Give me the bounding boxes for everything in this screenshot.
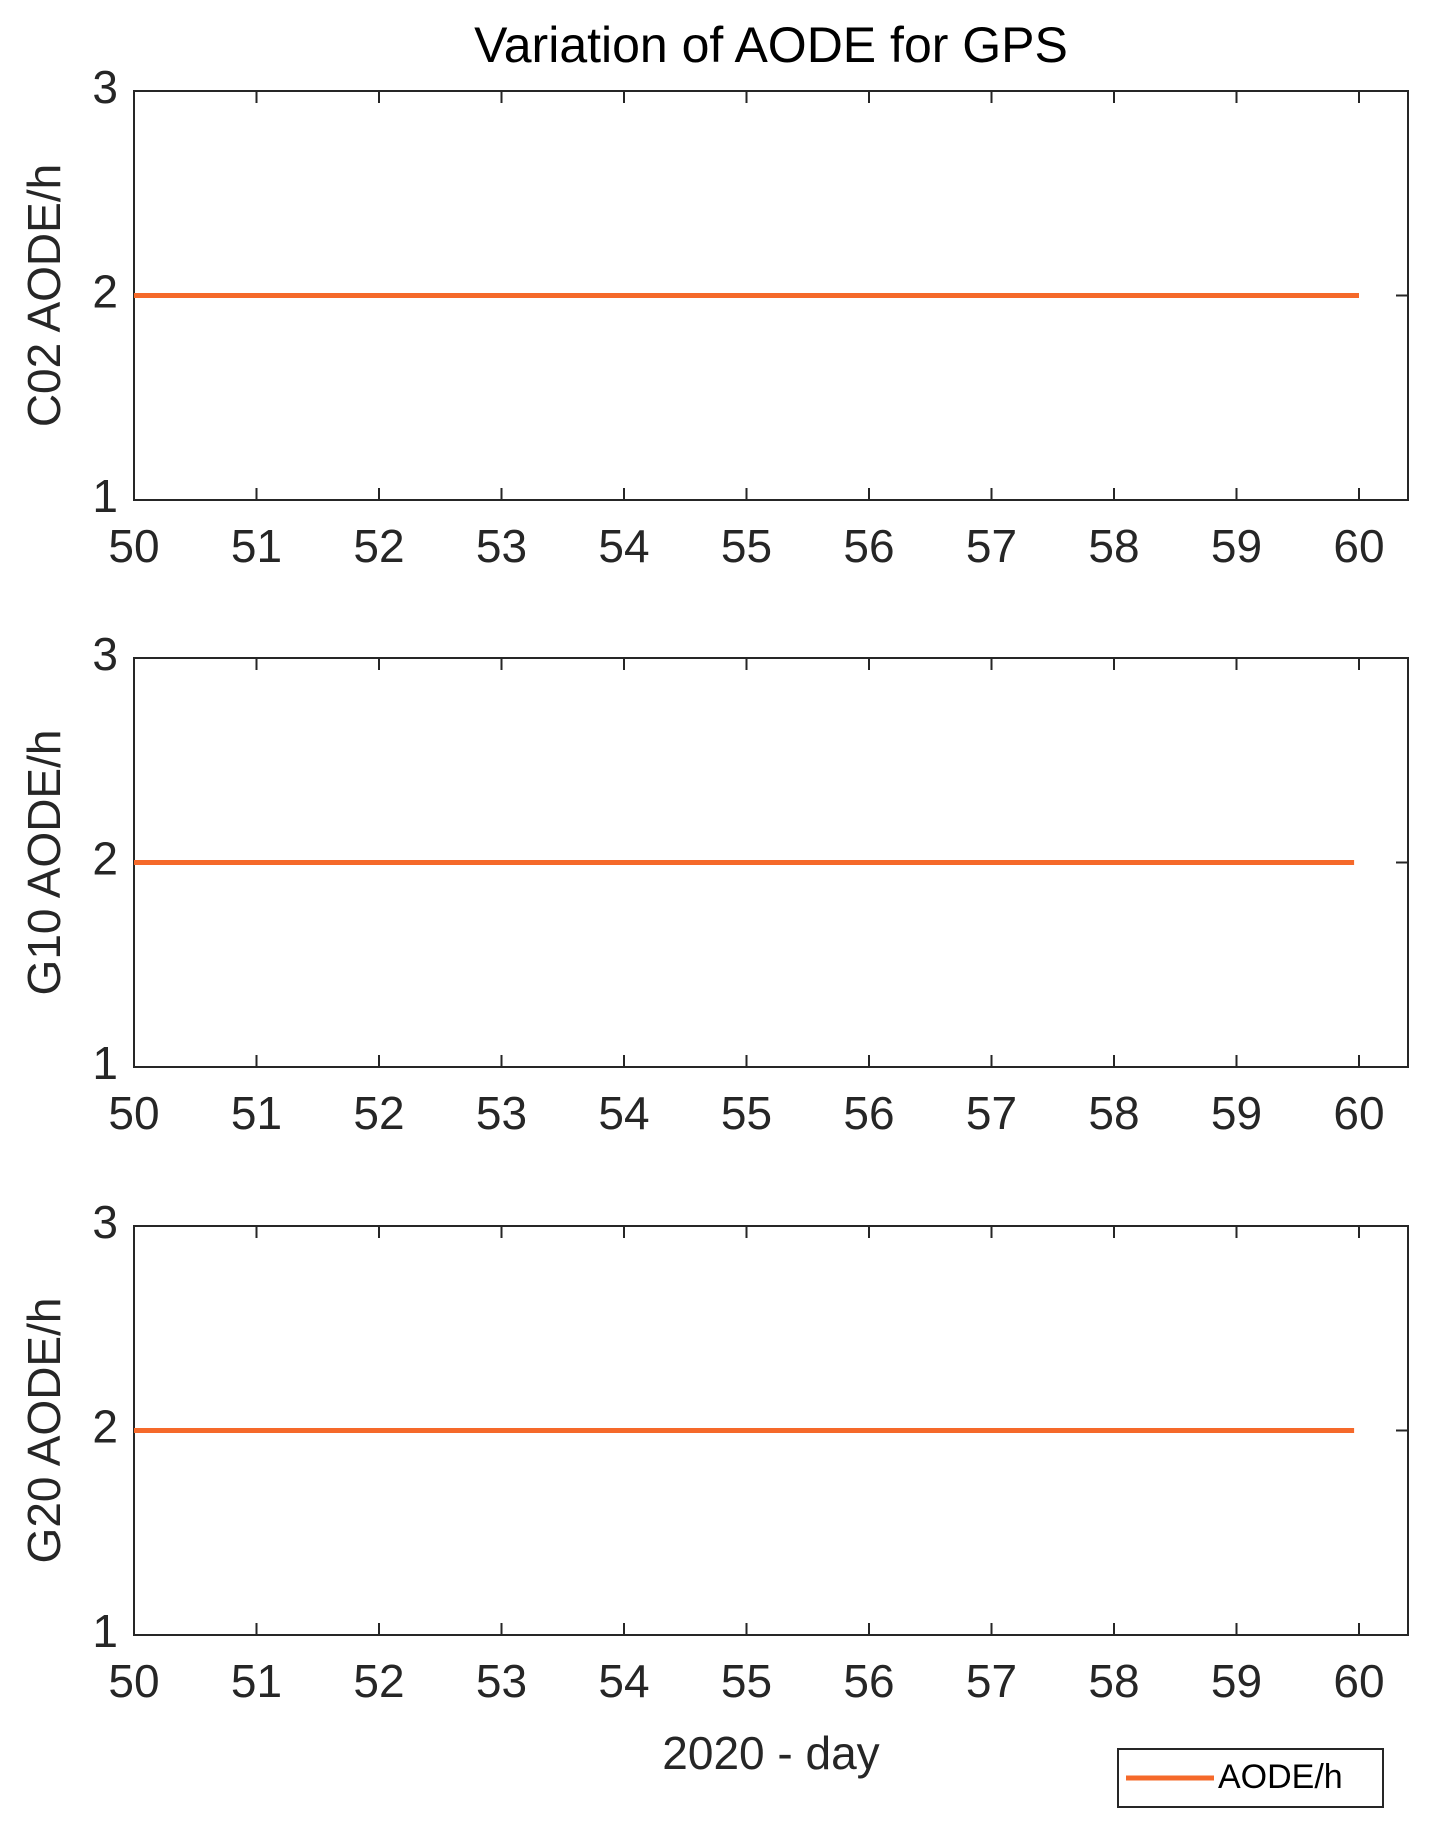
x-tick-label: 50 [108, 1087, 159, 1139]
y-tick-label: 3 [92, 61, 118, 113]
x-tick-label: 52 [353, 1087, 404, 1139]
x-tick-label: 52 [353, 520, 404, 572]
x-tick-label: 50 [108, 520, 159, 572]
x-tick-label: 51 [231, 520, 282, 572]
x-tick-label: 55 [721, 520, 772, 572]
x-tick-label: 57 [966, 1655, 1017, 1707]
x-tick-label: 54 [598, 1655, 649, 1707]
x-tick-label: 53 [476, 520, 527, 572]
x-tick-label: 60 [1333, 520, 1384, 572]
x-tick-label: 59 [1211, 1087, 1262, 1139]
x-tick-label: 59 [1211, 520, 1262, 572]
x-tick-label: 56 [843, 1655, 894, 1707]
chart-title: Variation of AODE for GPS [474, 17, 1068, 73]
x-tick-label: 60 [1333, 1655, 1384, 1707]
x-tick-label: 54 [598, 520, 649, 572]
x-tick-label: 58 [1088, 520, 1139, 572]
y-tick-label: 3 [92, 628, 118, 680]
x-tick-label: 58 [1088, 1087, 1139, 1139]
y-axis-label: G10 AODE/h [18, 730, 70, 996]
x-tick-label: 50 [108, 1655, 159, 1707]
y-tick-label: 2 [92, 833, 118, 885]
y-axis-label: C02 AODE/h [18, 164, 70, 427]
x-tick-label: 57 [966, 520, 1017, 572]
x-tick-label: 53 [476, 1655, 527, 1707]
y-tick-label: 1 [92, 470, 118, 522]
y-tick-label: 1 [92, 1037, 118, 1089]
y-tick-label: 1 [92, 1605, 118, 1657]
y-tick-label: 3 [92, 1196, 118, 1248]
x-tick-label: 59 [1211, 1655, 1262, 1707]
x-tick-label: 52 [353, 1655, 404, 1707]
legend-label: AODE/h [1218, 1758, 1343, 1796]
x-tick-label: 51 [231, 1655, 282, 1707]
x-tick-label: 53 [476, 1087, 527, 1139]
x-tick-label: 51 [231, 1087, 282, 1139]
x-tick-label: 58 [1088, 1655, 1139, 1707]
y-axis-label: G20 AODE/h [18, 1298, 70, 1564]
x-tick-label: 57 [966, 1087, 1017, 1139]
x-tick-label: 56 [843, 1087, 894, 1139]
y-tick-label: 2 [92, 1401, 118, 1453]
x-tick-label: 54 [598, 1087, 649, 1139]
x-tick-label: 55 [721, 1655, 772, 1707]
y-tick-label: 2 [92, 266, 118, 318]
x-axis-label: 2020 - day [662, 1727, 879, 1779]
x-tick-label: 55 [721, 1087, 772, 1139]
x-tick-label: 56 [843, 520, 894, 572]
x-tick-label: 60 [1333, 1087, 1384, 1139]
